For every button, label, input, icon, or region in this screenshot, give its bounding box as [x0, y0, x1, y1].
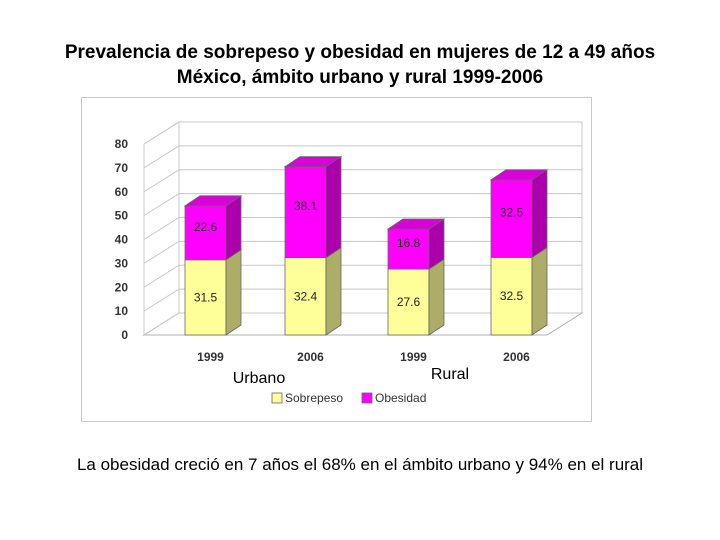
bar-obesidad-side — [225, 195, 242, 261]
bar-sobrepeso-side — [325, 246, 342, 336]
bar-obesidad-side — [325, 155, 342, 259]
data-label-obesidad: 32.5 — [500, 206, 524, 220]
legend-label-sobrepeso: Sobrepeso — [285, 391, 343, 405]
group-label-rural: Rural — [431, 366, 469, 383]
bar-sobrepeso-side — [225, 249, 242, 336]
y-tick-label: 60 — [115, 185, 129, 199]
bar-sobrepeso-side — [428, 258, 445, 336]
chart-title: Prevalencia de sobrepeso y obesidad en m… — [0, 40, 720, 90]
y-tick-label: 50 — [115, 209, 129, 223]
title-line-1: Prevalencia de sobrepeso y obesidad en m… — [64, 42, 656, 63]
bar-obesidad-front — [184, 205, 227, 261]
legend-swatch-obesidad — [361, 392, 373, 404]
gridline — [143, 121, 582, 145]
y-tick-label: 0 — [121, 328, 128, 342]
gridline — [143, 217, 582, 240]
y-tick-label: 70 — [115, 161, 129, 175]
data-label-sobrepeso: 27.6 — [397, 295, 421, 309]
bar-obesidad-front — [490, 179, 533, 258]
bar-obesidad-side — [531, 169, 548, 259]
gridline — [143, 264, 582, 288]
y-tick-label: 30 — [115, 256, 129, 270]
gridline — [143, 193, 582, 217]
bar-sobrepeso-front — [387, 268, 430, 336]
bar-obesidad-top — [183, 195, 243, 207]
y-tick-label: 20 — [115, 280, 129, 294]
bar-obesidad-top — [283, 156, 343, 168]
bar-sobrepeso-front — [284, 257, 327, 336]
x-tick-label: 2006 — [297, 350, 324, 364]
data-label-obesidad: 22.6 — [194, 220, 218, 234]
bar-sobrepeso-front — [184, 259, 227, 336]
gridline — [143, 145, 582, 169]
x-tick-label: 1999 — [400, 350, 427, 364]
y-tick-label: 10 — [115, 304, 129, 318]
bar-obesidad-top — [386, 218, 446, 230]
y-tick-label: 80 — [115, 137, 129, 151]
gridline — [143, 169, 582, 193]
stacked-bar-chart: 0 10 20 30 40 50 60 70 80 31.5 22.6 1999 32.4 38.1 200… — [115, 121, 584, 405]
group-label-urbano: Urbano — [233, 370, 286, 387]
y-tick-label: 40 — [115, 233, 129, 247]
legend-swatch-sobrepeso — [271, 392, 283, 404]
bar-obesidad-top — [489, 169, 549, 181]
gridline — [143, 240, 582, 264]
footer-note: La obesidad creció en 7 años el 68% en e… — [76, 455, 644, 474]
title-line-2: México, ámbito urbano y rural 1999-2006 — [176, 67, 544, 88]
data-label-sobrepeso: 32.5 — [500, 289, 524, 303]
data-label-sobrepeso: 31.5 — [194, 290, 218, 304]
data-label-obesidad: 38.1 — [294, 199, 318, 213]
bar-sobrepeso-front — [490, 257, 533, 336]
chart-frame: 0 10 20 30 40 50 60 70 80 31.5 22.6 1999 32.4 38.1 200… — [81, 97, 592, 422]
gridline — [143, 288, 582, 312]
x-tick-label: 1999 — [197, 350, 224, 364]
data-label-sobrepeso: 32.4 — [294, 289, 318, 303]
x-tick-label: 2006 — [503, 350, 530, 364]
legend-label-obesidad: Obesidad — [375, 391, 426, 405]
gridline — [143, 312, 582, 336]
bar-sobrepeso-side — [531, 246, 548, 336]
data-label-obesidad: 16.8 — [397, 236, 421, 250]
